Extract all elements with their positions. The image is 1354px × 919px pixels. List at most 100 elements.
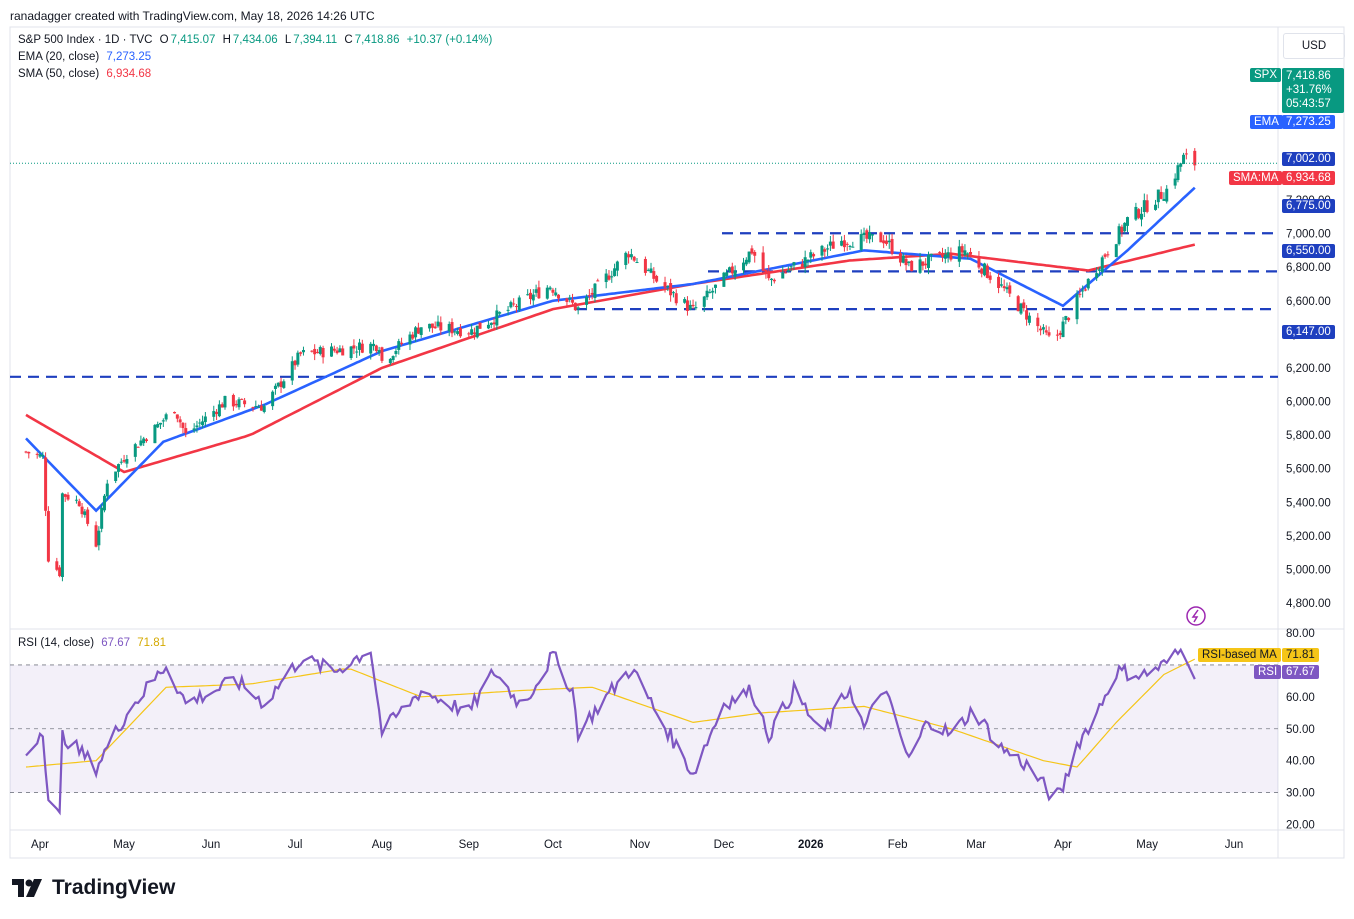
candle xyxy=(416,322,420,335)
candle xyxy=(262,404,266,414)
candle xyxy=(988,271,992,284)
candle xyxy=(1036,313,1040,333)
candle xyxy=(1016,294,1020,312)
candle xyxy=(985,263,989,279)
legend-high: H 7,434.06 xyxy=(222,34,278,46)
candle xyxy=(587,289,591,301)
candle xyxy=(400,337,404,346)
candle xyxy=(727,266,731,273)
candle xyxy=(753,250,757,263)
price-tick-label: 6,600.00 xyxy=(1286,296,1331,308)
candle xyxy=(161,418,165,427)
candle xyxy=(498,311,502,316)
chart-frame xyxy=(9,26,1345,859)
candle xyxy=(708,288,712,294)
candle xyxy=(259,400,263,411)
rsi-tick-label: 30.00 xyxy=(1286,788,1315,800)
currency-button[interactable]: USD xyxy=(1283,33,1345,59)
candle xyxy=(55,557,59,572)
candle xyxy=(66,492,70,501)
candle xyxy=(408,331,412,351)
candle xyxy=(840,236,844,247)
candle xyxy=(388,358,392,366)
legend-rsi-ma-value: 71.81 xyxy=(137,637,167,649)
time-tick-label: Aug xyxy=(372,839,392,851)
candle xyxy=(977,251,981,270)
candle xyxy=(890,233,894,256)
alert-icon[interactable] xyxy=(1186,606,1206,626)
candle xyxy=(627,251,631,264)
candle xyxy=(999,277,1003,288)
candle xyxy=(963,244,967,257)
candle xyxy=(635,257,639,264)
candle xyxy=(486,320,490,330)
time-tick-label: May xyxy=(1136,839,1158,851)
candle xyxy=(313,344,317,361)
time-tick-label: May xyxy=(113,839,135,851)
candle xyxy=(812,252,816,260)
candle xyxy=(217,400,221,418)
candle xyxy=(711,287,715,299)
candle xyxy=(506,306,510,316)
candle xyxy=(332,345,336,353)
candle xyxy=(537,280,541,300)
candle xyxy=(273,383,277,395)
rsi-lines xyxy=(25,647,1196,816)
rsi-tick-label: 50.00 xyxy=(1286,724,1315,736)
candle xyxy=(674,289,678,306)
candle xyxy=(744,257,748,267)
candle xyxy=(781,266,785,279)
level-7002-tag: 7,002.00 xyxy=(1282,152,1335,166)
candle xyxy=(394,348,398,358)
candle xyxy=(430,323,434,333)
candle xyxy=(610,270,614,283)
candle xyxy=(713,284,717,294)
candle xyxy=(86,507,90,527)
time-tick-label: Dec xyxy=(714,839,735,851)
tradingview-logo-icon xyxy=(12,879,42,897)
candle xyxy=(201,415,205,429)
candle xyxy=(1067,317,1071,322)
candle xyxy=(315,349,319,354)
candle xyxy=(528,289,532,305)
candle xyxy=(478,322,482,329)
candle xyxy=(301,346,305,356)
candle xyxy=(879,231,883,243)
candle xyxy=(1058,330,1062,340)
candle xyxy=(1140,207,1144,227)
candle xyxy=(142,436,146,446)
candle xyxy=(826,244,830,256)
candle xyxy=(181,422,185,434)
candle xyxy=(397,338,401,355)
candle xyxy=(290,356,294,385)
candle xyxy=(685,296,689,316)
price-tick-label: 6,800.00 xyxy=(1286,262,1331,274)
candle xyxy=(1083,287,1087,292)
candle xyxy=(439,316,443,335)
candle xyxy=(450,318,454,338)
candle xyxy=(571,293,575,307)
candle xyxy=(688,300,692,311)
candle xyxy=(517,295,521,312)
candle xyxy=(1103,253,1107,259)
candle xyxy=(534,284,538,297)
candle xyxy=(585,294,589,310)
candle xyxy=(1078,287,1082,298)
candle xyxy=(60,492,64,582)
candle xyxy=(722,271,726,287)
legend-sma: SMA (50, close) 6,934.68 xyxy=(18,68,151,80)
candle xyxy=(237,397,241,410)
candle xyxy=(764,269,768,279)
candle xyxy=(509,300,513,309)
time-tick-label: Oct xyxy=(544,839,563,851)
candle xyxy=(105,479,109,501)
chart-attribution: ranadagger created with TradingView.com,… xyxy=(10,9,375,23)
spx-change: +31.76% xyxy=(1286,84,1332,96)
candle xyxy=(458,323,462,338)
candle xyxy=(1106,251,1110,258)
horizontal-levels xyxy=(10,232,1278,378)
candle xyxy=(192,423,196,433)
candle xyxy=(411,331,415,341)
candle xyxy=(770,278,774,286)
